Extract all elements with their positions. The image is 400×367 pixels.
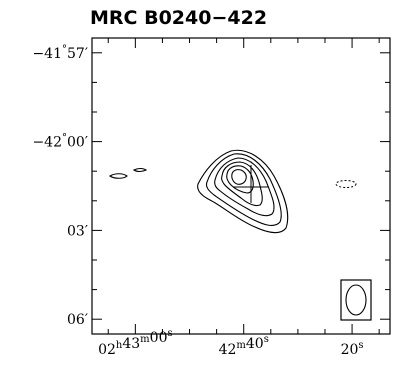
x-tick-label: 20s xyxy=(341,340,364,358)
y-tick-labels: −41°57′ −42°00′ 03′ 06′ xyxy=(32,44,88,328)
contour-level-1 xyxy=(197,149,289,234)
beam-ellipse xyxy=(345,284,367,316)
x-tick-labels: 02h43m00s 42m40s 20s xyxy=(98,328,363,358)
contour-level-5 xyxy=(226,165,254,194)
chart-title: MRC B0240−422 xyxy=(90,7,267,29)
plot-frame xyxy=(91,37,391,335)
axis-ticks xyxy=(92,38,390,334)
y-tick-label: −41°57′ xyxy=(32,44,88,62)
x-tick-label: 42m40s xyxy=(219,334,269,358)
western-feature-contour xyxy=(109,173,128,179)
beam-box xyxy=(340,279,372,321)
contour-level-2 xyxy=(205,153,282,226)
x-tick-label: 02h43m00s xyxy=(98,328,173,358)
y-tick-label: 06′ xyxy=(67,312,88,328)
contour-level-3 xyxy=(214,157,275,217)
contour-level-6 xyxy=(231,169,247,185)
contour-level-4 xyxy=(221,161,263,207)
western-feature-2-contour xyxy=(132,167,148,173)
source-contours xyxy=(197,149,289,234)
y-tick-label: 03′ xyxy=(67,223,88,239)
negative-contour xyxy=(335,180,357,188)
y-tick-label: −42°00′ xyxy=(32,133,88,151)
optical-position-cross xyxy=(233,165,269,203)
